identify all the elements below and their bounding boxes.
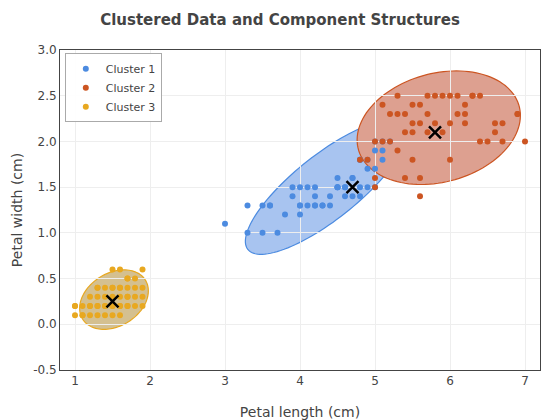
svg-text:6: 6 <box>446 374 454 388</box>
svg-text:Clustered Data and Component S: Clustered Data and Component Structures <box>100 11 460 29</box>
svg-text:4: 4 <box>296 374 304 388</box>
svg-text:2.0: 2.0 <box>38 135 57 149</box>
svg-text:3: 3 <box>221 374 229 388</box>
svg-text:5: 5 <box>371 374 379 388</box>
svg-text:Petal length (cm): Petal length (cm) <box>240 404 360 420</box>
svg-text:0.0: 0.0 <box>38 317 57 331</box>
svg-text:-0.5: -0.5 <box>33 363 56 377</box>
svg-text:2.5: 2.5 <box>38 89 57 103</box>
svg-text:Cluster 3: Cluster 3 <box>106 101 156 114</box>
svg-text:1.0: 1.0 <box>38 226 57 240</box>
svg-text:2: 2 <box>146 374 154 388</box>
svg-text:3.0: 3.0 <box>38 43 57 57</box>
svg-text:Cluster 1: Cluster 1 <box>106 63 156 76</box>
svg-text:Cluster 2: Cluster 2 <box>106 82 156 95</box>
svg-text:1.5: 1.5 <box>38 180 57 194</box>
svg-text:1: 1 <box>71 374 79 388</box>
svg-text:0.5: 0.5 <box>38 272 57 286</box>
svg-text:Petal width (cm): Petal width (cm) <box>9 153 25 267</box>
svg-text:7: 7 <box>521 374 529 388</box>
